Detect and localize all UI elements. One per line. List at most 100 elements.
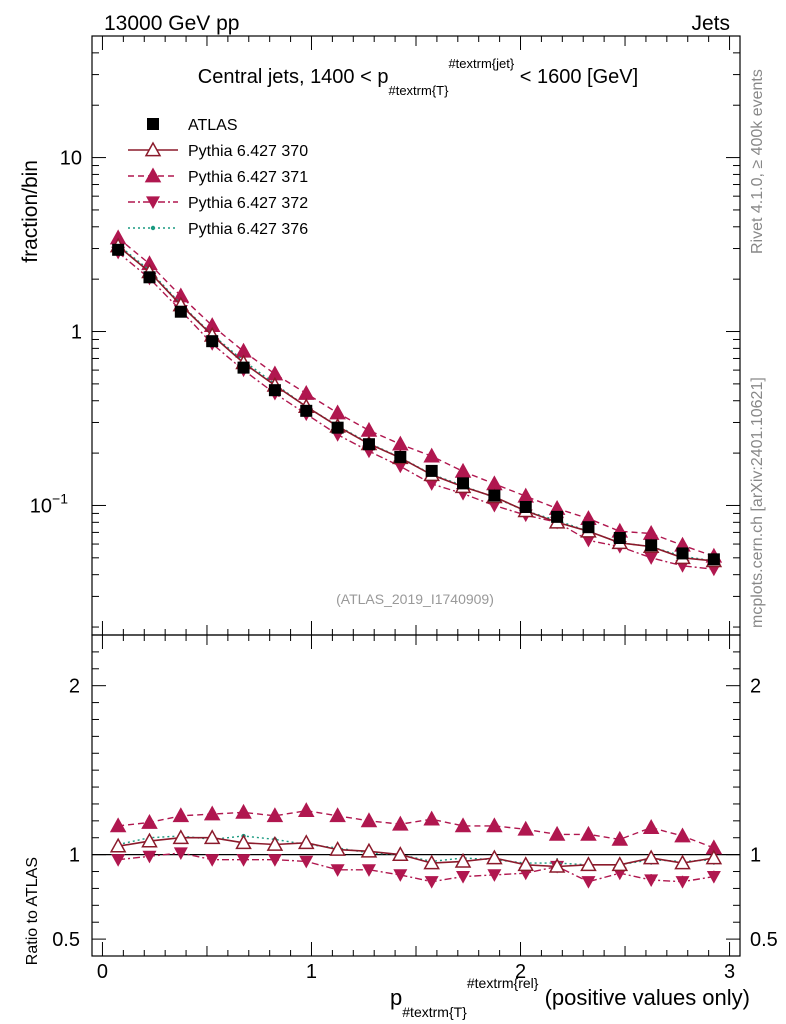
ratio-point-p372 <box>581 876 596 889</box>
ratio-point-p372 <box>173 847 188 860</box>
ratio-point-p370 <box>423 854 440 870</box>
main-point-p371 <box>423 447 440 463</box>
ratio-point-p372 <box>424 876 439 889</box>
ratio-point-p372 <box>487 869 502 882</box>
ratio-point-p371 <box>454 817 472 833</box>
legend-marker-p376 <box>150 225 156 231</box>
ratio-point-p370 <box>611 856 629 872</box>
ratio-point-p371 <box>360 812 378 828</box>
ratio-point-p370 <box>109 837 127 853</box>
main-point-atlas <box>268 384 281 397</box>
ratio-point-p370 <box>392 846 409 861</box>
ratio-point-p371 <box>674 827 691 843</box>
main-line-p376 <box>117 244 715 562</box>
ratio-panel: 0.5 0.5 1 1 2 2 0 1 2 3 <box>52 634 778 983</box>
ratio-point-p370 <box>141 832 158 848</box>
ratio-xtick-label: 1 <box>306 961 317 983</box>
main-ylabel: fraction/bin <box>19 160 42 263</box>
main-line-p370 <box>117 245 714 562</box>
ratio-point-p371 <box>297 802 315 818</box>
mcplots-side-label: mcplots.cern.ch [arXiv:2401.10621] <box>749 377 766 628</box>
xlabel-sup: #textrm{rel} <box>467 975 539 991</box>
ratio-point-p371 <box>329 807 346 823</box>
main-point-atlas <box>645 539 658 552</box>
ratio-ytick-label-left: 1 <box>69 845 80 867</box>
ratio-point-p372 <box>675 876 690 889</box>
ratio-point-p370 <box>580 856 597 872</box>
ratio-point-p371 <box>109 817 127 833</box>
title-sub: #textrm{T} <box>388 83 449 98</box>
ratio-point-p371 <box>548 825 566 841</box>
main-point-atlas <box>362 438 375 451</box>
main-point-atlas <box>488 489 501 502</box>
legend-label-p371: Pythia 6.427 371 <box>188 169 308 186</box>
ratio-point-p372 <box>706 870 721 884</box>
main-point-p371 <box>454 462 472 478</box>
ratio-xtick-label: 0 <box>97 961 108 983</box>
main-point-atlas <box>457 477 470 490</box>
main-point-p371 <box>486 475 503 491</box>
main-point-p372 <box>581 534 596 548</box>
ratio-point-p370 <box>360 842 378 858</box>
ratio-ytick-label-right: 0.5 <box>750 929 778 951</box>
main-point-atlas <box>174 305 187 318</box>
main-point-atlas <box>519 500 532 513</box>
main-point-atlas <box>707 553 720 566</box>
ratio-plot-frame <box>91 634 741 957</box>
ratio-point-p370 <box>235 834 252 850</box>
xlabel-post: (positive values only) <box>538 985 750 1010</box>
main-point-p372 <box>644 552 659 565</box>
ratio-point-p372 <box>267 854 282 867</box>
main-title: Central jets, 1400 < p#textrm{T} #textrm{… <box>198 56 638 98</box>
header-left-label: 13000 GeV pp <box>104 12 239 35</box>
main-point-atlas <box>582 521 595 534</box>
ratio-point-p370 <box>517 856 535 872</box>
ratio-point-p370 <box>642 849 660 865</box>
legend-marker-atlas <box>147 118 159 130</box>
legend-label-atlas: ATLAS <box>188 117 238 134</box>
ratio-point-p371 <box>141 813 158 829</box>
legend-label-p372: Pythia 6.427 372 <box>188 195 308 212</box>
ratio-point-p370 <box>454 852 472 868</box>
ratio-point-p371 <box>423 810 440 826</box>
ratio-ytick-label-left: 2 <box>69 676 80 698</box>
ratio-point-p370 <box>674 854 691 870</box>
ratio-point-p370 <box>329 841 346 856</box>
main-point-atlas <box>300 404 313 417</box>
main-point-atlas <box>551 510 564 523</box>
ratio-line-p372 <box>118 852 715 883</box>
ratio-point-p370 <box>548 857 566 873</box>
ratio-xtick-label: 2 <box>515 961 526 983</box>
main-point-atlas <box>112 243 125 256</box>
ratio-point-p371 <box>517 820 535 836</box>
title-sup: #textrm{jet} <box>448 56 514 71</box>
title-post: < 1600 [GeV] <box>514 66 638 88</box>
ratio-xtick-label: 3 <box>724 961 735 983</box>
main-point-atlas <box>613 532 626 545</box>
ratio-ytick-label-left: 0.5 <box>52 929 80 951</box>
ratio-point-p371 <box>611 830 629 846</box>
legend-label-p370: Pythia 6.427 370 <box>188 143 308 160</box>
main-point-p371 <box>297 384 315 400</box>
ratio-point-p371 <box>235 803 252 819</box>
ratio-point-p372 <box>236 854 251 867</box>
xlabel-pre: p <box>390 985 402 1010</box>
ratio-line-p370 <box>117 836 715 868</box>
ratio-point-p370 <box>486 849 503 865</box>
ratio-point-p371 <box>266 807 284 823</box>
ratio-point-p371 <box>642 819 660 834</box>
ratio-point-p371 <box>580 825 597 841</box>
title-pre: Central jets, 1400 < p <box>198 66 389 88</box>
watermark: (ATLAS_2019_I1740909) <box>336 591 494 607</box>
main-line-p372 <box>117 251 714 570</box>
ratio-point-p372 <box>142 850 157 864</box>
main-ytick-label: 1 <box>71 322 82 344</box>
main-point-atlas <box>206 335 219 348</box>
header-right-label: Jets <box>691 12 730 35</box>
main-point-atlas <box>143 271 156 284</box>
main-point-p371 <box>329 404 346 420</box>
main-ytick-label: 10−1 <box>30 490 68 517</box>
ratio-ylabel: Ratio to ATLAS <box>24 857 41 965</box>
main-panel: 10 1 10−1 <box>30 35 741 636</box>
